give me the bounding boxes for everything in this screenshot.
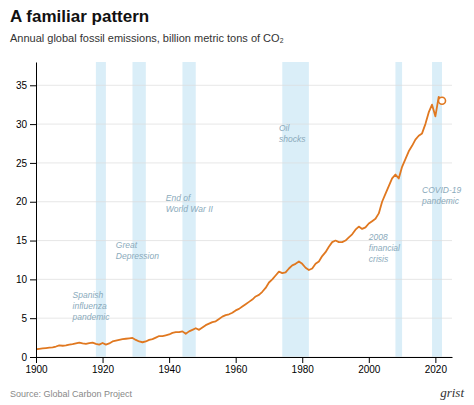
grid-line (36, 201, 452, 202)
y-tick: 30 (16, 119, 36, 130)
x-tick-label: 2000 (358, 364, 381, 375)
region-label-line: World War II (166, 204, 214, 214)
region-label-line: pandemic (72, 312, 111, 322)
x-tick-label: 1980 (292, 364, 315, 375)
region-label-line: influenza (73, 301, 107, 311)
y-tick-mark (30, 279, 36, 280)
region-label-line: End of (166, 193, 192, 203)
shaded-region (395, 62, 402, 357)
region-label-line: pandemic (421, 196, 460, 206)
region-label-line: Oil (279, 123, 291, 133)
region-label: Oilshocks (279, 123, 306, 144)
plot: 1900 1920 1940 1960 1980 2000 2020 0 5 10 15 20 25 30… (16, 62, 462, 375)
y-tick-label: 0 (21, 352, 27, 363)
y-tick-mark (30, 318, 36, 319)
x-tick-mark (169, 357, 170, 363)
x-tick: 2020 (425, 357, 448, 375)
y-tick: 20 (16, 196, 36, 207)
y-tick: 5 (21, 313, 36, 324)
region-label: Spanishinfluenzapandemic (72, 290, 111, 322)
grid-line (36, 279, 452, 280)
region-label-line: COVID-19 (422, 185, 461, 195)
marks (36, 62, 452, 357)
y-tick-mark (30, 124, 36, 125)
region-label-line: Great (116, 240, 138, 250)
shaded-region (133, 62, 146, 357)
shaded-region (282, 62, 309, 357)
grid-line (36, 162, 452, 163)
region-label-line: Spanish (73, 290, 104, 300)
x-tick-label: 1960 (225, 364, 248, 375)
y-tick: 0 (21, 352, 36, 363)
title: A familiar pattern (10, 7, 149, 26)
y-tick: 10 (16, 274, 36, 285)
end-marker (439, 97, 446, 104)
chart: A familiar pattern Annual global fossil e… (0, 0, 474, 405)
region-label: 2008financialcrisis (368, 232, 401, 264)
branding: grist (440, 385, 464, 400)
y-tick-label: 5 (21, 313, 27, 324)
y-axis: 0 5 10 15 20 25 30 35 (16, 63, 37, 363)
x-axis-line (37, 357, 453, 358)
source: Source: Global Carbon Project (10, 389, 133, 399)
grid-line (36, 240, 452, 241)
x-tick: 1900 (25, 357, 48, 375)
grid-line (36, 124, 452, 125)
x-tick: 1960 (225, 357, 248, 375)
x-tick: 2000 (358, 357, 381, 375)
y-tick: 25 (16, 158, 36, 169)
x-tick-mark (103, 357, 104, 363)
x-tick-mark (302, 357, 303, 363)
x-tick-label: 1900 (25, 364, 48, 375)
y-tick-mark (30, 357, 36, 358)
x-tick: 1920 (92, 357, 115, 375)
grid (36, 85, 452, 357)
y-tick-label: 15 (16, 235, 28, 246)
grid-line (36, 85, 452, 86)
region-label-line: Depression (116, 251, 159, 261)
region-label-line: 2008 (368, 232, 388, 242)
y-tick-label: 30 (16, 119, 28, 130)
x-tick: 1980 (292, 357, 315, 375)
region-label-line: financial (369, 243, 401, 253)
subtitle: Annual global fossil emissions, billion … (10, 32, 284, 44)
y-tick-mark (30, 202, 36, 203)
x-axis: 1900 1920 1940 1960 1980 2000 2020 (25, 357, 452, 375)
y-tick: 35 (16, 80, 36, 91)
x-tick-label: 1940 (158, 364, 181, 375)
y-tick-mark (30, 85, 36, 86)
y-tick-label: 10 (16, 274, 28, 285)
region-label-line: shocks (279, 134, 306, 144)
region-label: COVID-19pandemic (421, 185, 461, 206)
y-tick-mark (30, 241, 36, 242)
y-tick-mark (30, 163, 36, 164)
x-tick-mark (369, 357, 370, 363)
line (36, 97, 442, 349)
y-tick-label: 25 (16, 158, 28, 169)
x-tick: 1940 (158, 357, 181, 375)
region-label: End ofWorld War II (166, 193, 214, 214)
x-tick-mark (236, 357, 237, 363)
x-tick-label: 1920 (92, 364, 115, 375)
grid-line (36, 357, 452, 358)
x-tick-mark (435, 357, 436, 363)
y-axis-line (36, 63, 37, 358)
y-tick: 15 (16, 235, 36, 246)
annotations: SpanishinfluenzapandemicGreatDepressionE… (72, 123, 462, 322)
y-tick-label: 35 (16, 80, 28, 91)
region-label-line: crisis (369, 254, 389, 264)
y-tick-label: 20 (16, 196, 28, 207)
x-tick-label: 2020 (425, 364, 448, 375)
region-label: GreatDepression (116, 240, 159, 261)
x-tick-mark (36, 357, 37, 363)
